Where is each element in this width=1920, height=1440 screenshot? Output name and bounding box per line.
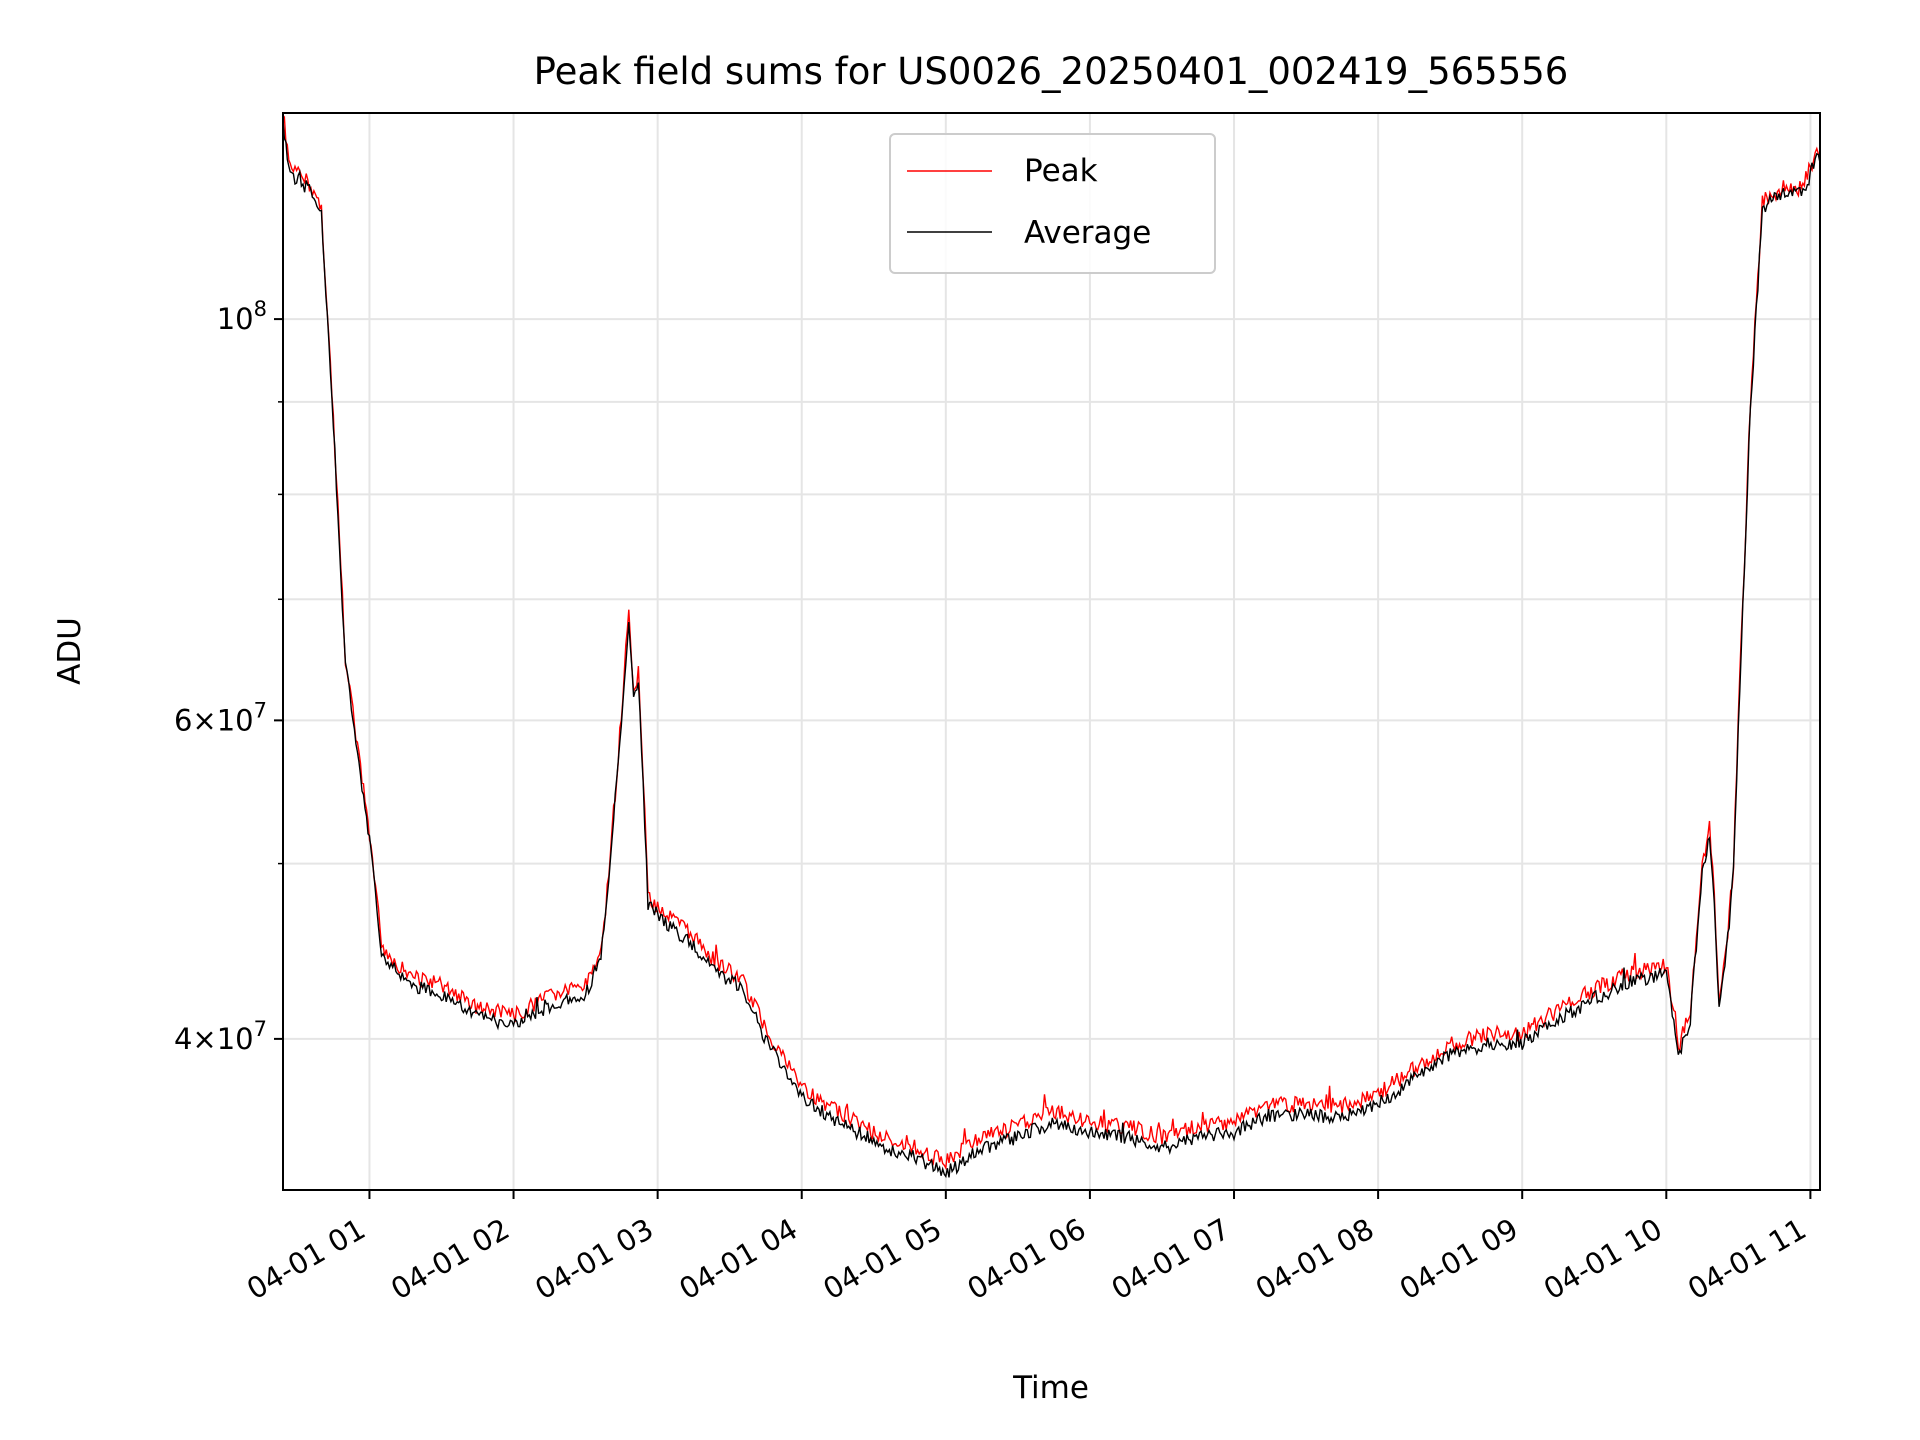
- y-axis-label: ADU: [52, 617, 88, 685]
- x-axis-label: Time: [1012, 1370, 1089, 1406]
- y-tick-label: 6×107: [174, 698, 267, 737]
- y-tick-label: 4×107: [174, 1017, 267, 1056]
- y-tick-label: 108: [217, 297, 267, 336]
- legend-label-average: Average: [1024, 215, 1151, 251]
- grid: [283, 113, 1820, 1190]
- chart-title: Peak field sums for US0026_20250401_0024…: [534, 50, 1569, 93]
- series-line-average: [283, 119, 1820, 1179]
- legend-box: [889, 133, 1216, 274]
- legend-label-peak: Peak: [1024, 153, 1098, 189]
- legend: Peak Average: [889, 133, 1216, 274]
- plot-frame: [282, 112, 1821, 1191]
- series-layer: [283, 115, 1820, 1179]
